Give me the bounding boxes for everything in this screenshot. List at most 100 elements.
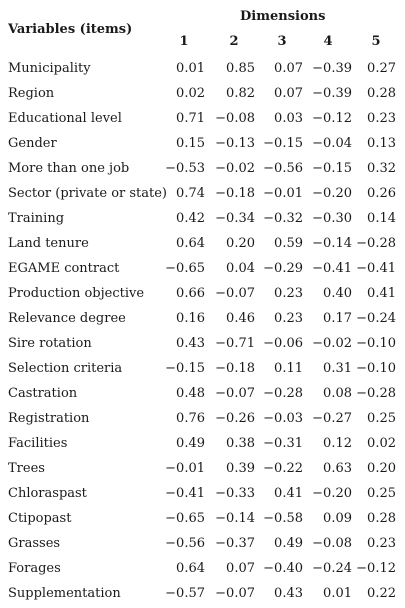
- loading-cell-dim-3: −0.31: [263, 436, 303, 451]
- loading-cell-dim-1: 0.48: [176, 386, 205, 401]
- table-row: EGAME contract −0.65 0.04 −0.29 −0.41 −0.41: [0, 256, 405, 281]
- row-label: Educational level: [8, 111, 122, 126]
- row-label: Gender: [8, 136, 57, 151]
- loading-cell-dim-5: 0.23: [367, 536, 396, 551]
- table-row: Sire rotation 0.43 −0.71 −0.06 −0.02 −0.10: [0, 331, 405, 356]
- loading-cell-dim-3: 0.07: [274, 61, 303, 76]
- row-label: Municipality: [8, 61, 91, 76]
- loading-cell-dim-3: −0.28: [263, 386, 303, 401]
- row-label: Supplementation: [8, 586, 121, 601]
- loading-cell-dim-5: 0.13: [367, 136, 396, 151]
- loading-cell-dim-4: −0.39: [312, 61, 352, 76]
- row-label: More than one job: [8, 161, 130, 176]
- loading-cell-dim-5: 0.02: [367, 436, 396, 451]
- variables-header: Variables (items): [8, 22, 133, 37]
- loading-cell-dim-4: −0.14: [312, 236, 352, 251]
- loading-cell-dim-2: −0.33: [215, 486, 255, 501]
- loading-cell-dim-4: 0.01: [323, 586, 352, 601]
- loading-cell-dim-2: 0.07: [226, 561, 255, 576]
- dimension-1-header: 1: [179, 34, 189, 49]
- loading-cell-dim-4: 0.09: [323, 511, 352, 526]
- loading-cell-dim-4: 0.12: [323, 436, 352, 451]
- loading-cell-dim-3: 0.41: [274, 486, 303, 501]
- loading-cell-dim-5: 0.32: [367, 161, 396, 176]
- loading-cell-dim-5: −0.10: [356, 361, 396, 376]
- loading-cell-dim-5: 0.23: [367, 111, 396, 126]
- table-row: Supplementation −0.57 −0.07 0.43 0.01 0.22: [0, 581, 405, 606]
- row-label: Production objective: [8, 286, 145, 301]
- loading-cell-dim-1: −0.65: [165, 511, 205, 526]
- table-row: Facilities 0.49 0.38 −0.31 0.12 0.02: [0, 431, 405, 456]
- loading-cell-dim-2: 0.46: [226, 311, 255, 326]
- loading-cell-dim-1: 0.42: [176, 211, 205, 226]
- loading-cell-dim-3: −0.40: [263, 561, 303, 576]
- row-label: Region: [8, 86, 55, 101]
- loading-cell-dim-5: −0.28: [356, 386, 396, 401]
- row-label: Relevance degree: [8, 311, 126, 326]
- loading-cell-dim-1: 0.76: [176, 411, 205, 426]
- loading-cell-dim-2: 0.85: [226, 61, 255, 76]
- loading-cell-dim-3: 0.43: [274, 586, 303, 601]
- loading-cell-dim-3: 0.23: [274, 286, 303, 301]
- loading-cell-dim-2: −0.37: [215, 536, 255, 551]
- table-row: Relevance degree 0.16 0.46 0.23 0.17 −0.24: [0, 306, 405, 331]
- loading-cell-dim-5: −0.24: [356, 311, 396, 326]
- loading-cell-dim-1: 0.15: [176, 136, 205, 151]
- row-label: Grasses: [8, 536, 61, 551]
- loading-cell-dim-4: −0.30: [312, 211, 352, 226]
- loading-cell-dim-4: −0.39: [312, 86, 352, 101]
- row-label: Trees: [8, 461, 45, 476]
- loading-cell-dim-5: 0.41: [367, 286, 396, 301]
- row-label: EGAME contract: [8, 261, 120, 276]
- loading-cell-dim-1: 0.16: [176, 311, 205, 326]
- loading-cell-dim-1: 0.49: [176, 436, 205, 451]
- loading-cell-dim-4: −0.27: [312, 411, 352, 426]
- loading-cell-dim-2: −0.18: [215, 186, 255, 201]
- loading-cell-dim-1: 0.64: [176, 236, 205, 251]
- loading-cell-dim-5: 0.26: [367, 186, 396, 201]
- loading-cell-dim-4: −0.41: [312, 261, 352, 276]
- loading-cell-dim-5: −0.12: [356, 561, 396, 576]
- loading-cell-dim-1: 0.64: [176, 561, 205, 576]
- loading-cell-dim-1: 0.71: [176, 111, 205, 126]
- loading-cell-dim-4: −0.12: [312, 111, 352, 126]
- loading-cell-dim-1: −0.15: [165, 361, 205, 376]
- loading-cell-dim-4: −0.08: [312, 536, 352, 551]
- loading-cell-dim-4: 0.63: [323, 461, 352, 476]
- table-row: Forages 0.64 0.07 −0.40 −0.24 −0.12: [0, 556, 405, 581]
- row-label: Land tenure: [8, 236, 89, 251]
- loading-cell-dim-5: 0.27: [367, 61, 396, 76]
- row-label: Sire rotation: [8, 336, 92, 351]
- loading-cell-dim-3: 0.49: [274, 536, 303, 551]
- loading-cell-dim-3: −0.06: [263, 336, 303, 351]
- loading-cell-dim-1: 0.01: [176, 61, 205, 76]
- loading-cell-dim-5: 0.28: [367, 86, 396, 101]
- table-row: Educational level 0.71 −0.08 0.03 −0.12 0.23: [0, 106, 405, 131]
- table-row: Production objective 0.66 −0.07 0.23 0.40 0.4…: [0, 281, 405, 306]
- loading-cell-dim-4: −0.04: [312, 136, 352, 151]
- loading-cell-dim-2: 0.04: [226, 261, 255, 276]
- loading-cell-dim-3: −0.58: [263, 511, 303, 526]
- loading-cell-dim-5: 0.25: [367, 486, 396, 501]
- loading-cell-dim-4: −0.15: [312, 161, 352, 176]
- table-row: Registration 0.76 −0.26 −0.03 −0.27 0.25: [0, 406, 405, 431]
- loading-cell-dim-5: 0.22: [367, 586, 396, 601]
- dimension-3-header: 3: [277, 34, 287, 49]
- loading-cell-dim-3: 0.07: [274, 86, 303, 101]
- loading-cell-dim-2: −0.02: [215, 161, 255, 176]
- table-row: Sector (private or state) 0.74 −0.18 −0.01−…: [0, 181, 405, 206]
- table-row: Land tenure 0.64 0.20 0.59 −0.14 −0.28: [0, 231, 405, 256]
- table-row: Trees −0.01 0.39 −0.22 0.63 0.20: [0, 456, 405, 481]
- loading-cell-dim-2: −0.07: [215, 586, 255, 601]
- loading-cell-dim-1: −0.53: [165, 161, 205, 176]
- dimension-5-header: 5: [371, 34, 381, 49]
- loading-cell-dim-2: −0.18: [215, 361, 255, 376]
- row-label: Castration: [8, 386, 78, 401]
- loading-cell-dim-1: −0.65: [165, 261, 205, 276]
- loading-cell-dim-3: −0.22: [263, 461, 303, 476]
- table-body: Municipality 0.01 0.85 0.07 −0.39 0.27 Region 0…: [0, 56, 405, 606]
- table-row: Selection criteria −0.15 −0.18 0.11 0.31 −0.1…: [0, 356, 405, 381]
- table-row: Castration 0.48 −0.07 −0.28 0.08 −0.28: [0, 381, 405, 406]
- row-label: Selection criteria: [8, 361, 123, 376]
- loading-cell-dim-5: 0.28: [367, 511, 396, 526]
